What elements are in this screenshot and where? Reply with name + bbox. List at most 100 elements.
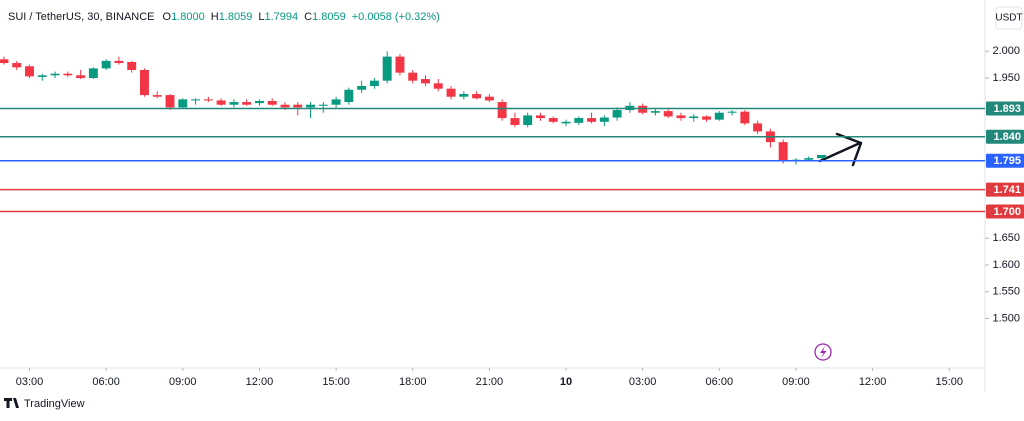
level-label-box: [986, 129, 1024, 144]
candle-body: [587, 118, 597, 122]
candle-body: [433, 83, 443, 89]
candle-body: [523, 115, 533, 126]
candle: [765, 128, 775, 148]
currency-box[interactable]: [995, 6, 1023, 30]
candle: [587, 112, 597, 124]
candle: [0, 56, 9, 65]
candle: [191, 98, 201, 105]
x-tick-label: 21:00: [476, 376, 504, 388]
x-tick-label: 12:00: [859, 376, 887, 388]
currency[interactable]: USDT: [995, 13, 1022, 24]
candle-body: [63, 73, 73, 76]
candle-body: [408, 72, 418, 81]
candle: [548, 116, 558, 124]
x-tick-label: 03:00: [16, 376, 44, 388]
candle: [625, 102, 635, 113]
candle: [114, 56, 124, 65]
candle-body: [472, 94, 482, 99]
legend-header: SUI / TetherUS, 30, BINANCE O1.8000 H1.805…: [8, 11, 440, 23]
candle-body: [229, 102, 239, 105]
ohlc-prefix: L: [258, 11, 264, 23]
candle: [229, 99, 239, 108]
candle-body: [267, 100, 277, 105]
level-label-box: [986, 153, 1024, 168]
candle: [357, 80, 367, 93]
candle: [344, 87, 354, 105]
candle: [152, 91, 162, 99]
candle: [421, 75, 430, 87]
candle-body: [191, 99, 201, 101]
candle-body: [497, 102, 507, 119]
candle: [599, 115, 609, 127]
candle: [331, 96, 341, 108]
candle: [484, 94, 494, 103]
candle-body: [510, 118, 520, 126]
x-tick-label: 03:00: [629, 376, 657, 388]
x-tick-label: 18:00: [399, 376, 427, 388]
candle: [561, 119, 571, 127]
y-tick-label: 2.000: [992, 45, 1020, 57]
replay-icon[interactable]: [814, 343, 832, 361]
icon-ring[interactable]: [814, 343, 832, 361]
candle: [778, 139, 788, 164]
candle-body: [37, 75, 47, 77]
candle: [369, 77, 379, 89]
candle: [382, 51, 392, 84]
candle-body: [382, 56, 392, 81]
candle-body: [344, 89, 354, 103]
candle: [714, 111, 724, 121]
candle-body: [101, 60, 111, 69]
candle: [318, 102, 328, 113]
ohlc-value: 1.7994: [264, 11, 298, 23]
candle: [88, 67, 98, 80]
candle-body: [778, 142, 788, 161]
candle-body: [446, 88, 456, 97]
candle-body: [216, 100, 226, 105]
x-tick-label: 09:00: [782, 376, 810, 388]
candle: [523, 112, 533, 128]
candle: [817, 154, 826, 159]
icon-bolt[interactable]: [820, 346, 827, 358]
candle: [663, 108, 673, 119]
candle-body: [293, 104, 303, 108]
level-label: 1.893: [993, 103, 1021, 115]
candle-body: [12, 63, 22, 68]
candle-body: [804, 158, 814, 160]
candle: [753, 120, 763, 135]
candle-body: [740, 111, 750, 124]
candle-body: [663, 111, 673, 117]
candle: [76, 69, 86, 80]
candle-body: [574, 118, 584, 123]
candle-body: [650, 111, 660, 113]
y-tick-label: 1.500: [992, 312, 1020, 324]
candle-body: [638, 105, 648, 113]
candle: [702, 115, 711, 122]
candle-body: [331, 99, 341, 105]
candle-body: [88, 68, 98, 78]
candle: [63, 71, 73, 77]
candle: [650, 108, 660, 116]
candle-body: [535, 115, 545, 119]
candle-body: [152, 95, 162, 97]
candle: [12, 60, 22, 70]
candle: [433, 79, 443, 92]
ohlc-prefix: H: [211, 11, 219, 23]
candle: [574, 116, 584, 126]
level-label: 1.741: [993, 184, 1021, 196]
candle: [254, 99, 264, 106]
candle-body: [676, 115, 686, 119]
level-label-box: [986, 182, 1024, 197]
candle: [727, 110, 737, 116]
x-tick-label: 06:00: [92, 376, 120, 388]
candle-body: [127, 61, 137, 70]
candle-body: [561, 121, 571, 124]
change: +0.0058 (+0.32%): [352, 11, 440, 23]
candle-body: [114, 60, 124, 64]
candle: [497, 99, 507, 121]
candle: [306, 102, 316, 119]
candle-body: [178, 99, 188, 108]
candle: [165, 94, 175, 111]
candle-body: [369, 80, 379, 87]
candle-body: [612, 110, 622, 118]
